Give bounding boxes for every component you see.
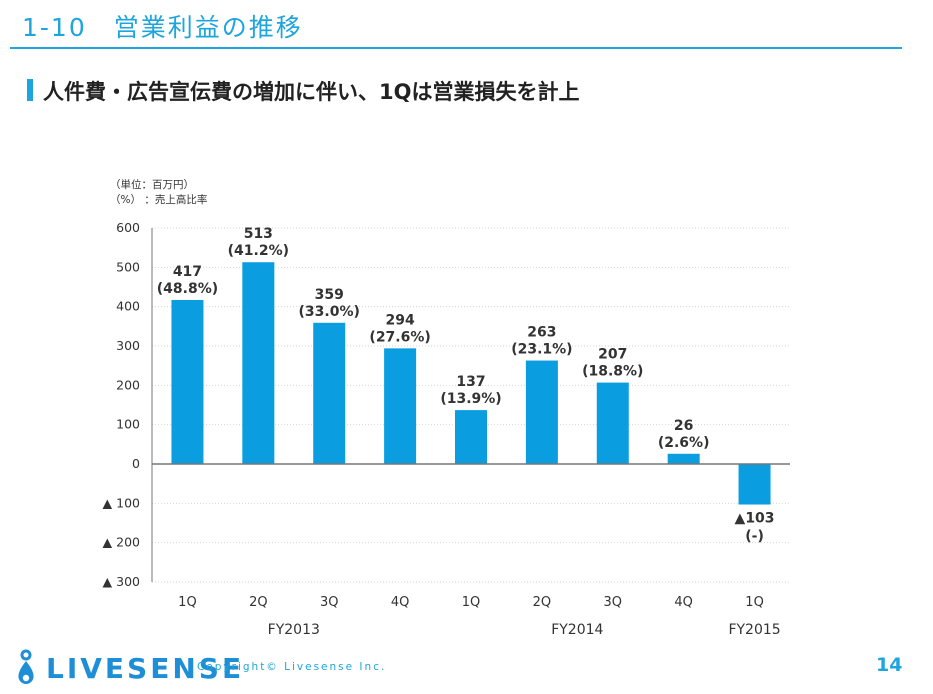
data-label-value: 359 bbox=[315, 287, 344, 303]
data-label-value: 263 bbox=[527, 325, 556, 341]
data-label-ratio: (18.8%) bbox=[582, 364, 643, 380]
bar-0 bbox=[171, 299, 204, 464]
logo-wordmark: LIVESENSE bbox=[46, 651, 245, 685]
y-tick-label: 400 bbox=[116, 299, 140, 314]
x-tick-label: 3Q bbox=[320, 595, 339, 610]
bar-3 bbox=[384, 348, 417, 464]
data-label-value: 26 bbox=[674, 418, 693, 434]
fiscal-year-label: FY2013 bbox=[268, 622, 320, 638]
data-label-ratio: (41.2%) bbox=[228, 243, 289, 259]
company-logo: LIVESENSE bbox=[14, 648, 244, 688]
x-tick-label: 4Q bbox=[391, 595, 410, 610]
data-label-value: 417 bbox=[173, 264, 202, 280]
copyright-text: Copyright© Livesense Inc. bbox=[197, 661, 387, 673]
bar-6 bbox=[596, 382, 629, 464]
data-label-value: 137 bbox=[456, 374, 485, 390]
ratio-note: （%） ：売上高比率 bbox=[110, 194, 208, 206]
header-divider bbox=[10, 47, 902, 49]
data-label-ratio: (23.1%) bbox=[511, 342, 572, 358]
bar-8 bbox=[738, 464, 771, 505]
data-label-value: 207 bbox=[598, 347, 627, 363]
data-label-ratio: (48.8%) bbox=[157, 281, 218, 297]
page-number: 14 bbox=[876, 654, 903, 676]
data-label-ratio: (2.6%) bbox=[658, 435, 710, 451]
data-label-ratio: (27.6%) bbox=[369, 329, 430, 345]
data-label-ratio: (-) bbox=[745, 529, 764, 545]
bar-1 bbox=[242, 262, 275, 464]
x-tick-label: 3Q bbox=[604, 595, 623, 610]
x-tick-label: 2Q bbox=[533, 595, 552, 610]
fiscal-year-label: FY2015 bbox=[728, 622, 780, 638]
x-tick-label: 2Q bbox=[249, 595, 268, 610]
page-title: 1-10 営業利益の推移 bbox=[22, 13, 303, 42]
y-tick-label: ▲ 100 bbox=[103, 495, 140, 510]
unit-note: （単位：百万円） bbox=[110, 179, 194, 191]
subtitle-accent-bar bbox=[27, 79, 33, 101]
bar-7 bbox=[667, 453, 700, 464]
fiscal-year-label: FY2014 bbox=[551, 622, 603, 638]
bar-5 bbox=[525, 360, 558, 464]
y-tick-label: ▲ 200 bbox=[103, 535, 140, 550]
y-tick-label: 300 bbox=[116, 338, 140, 353]
x-tick-label: 1Q bbox=[178, 595, 197, 610]
bar-4 bbox=[455, 410, 487, 464]
y-tick-label: 500 bbox=[116, 259, 140, 274]
y-tick-label: 600 bbox=[116, 220, 140, 235]
data-label-value: ▲103 bbox=[735, 511, 775, 527]
x-tick-label: 1Q bbox=[462, 595, 481, 610]
data-label-ratio: (13.9%) bbox=[440, 391, 501, 407]
y-tick-label: 0 bbox=[132, 456, 140, 471]
y-tick-label: 100 bbox=[116, 417, 140, 432]
x-tick-label: 1Q bbox=[745, 595, 764, 610]
livesense-drop-icon bbox=[18, 649, 34, 684]
x-tick-label: 4Q bbox=[674, 595, 693, 610]
data-label-ratio: (33.0%) bbox=[299, 304, 360, 320]
bar-2 bbox=[313, 322, 346, 464]
y-tick-label: ▲ 300 bbox=[103, 574, 140, 589]
y-tick-label: 200 bbox=[116, 377, 140, 392]
slide-subtitle: 人件費・広告宣伝費の増加に伴い、1Qは営業損失を計上 bbox=[43, 80, 580, 104]
data-label-value: 513 bbox=[244, 226, 273, 242]
data-label-value: 294 bbox=[385, 312, 414, 328]
